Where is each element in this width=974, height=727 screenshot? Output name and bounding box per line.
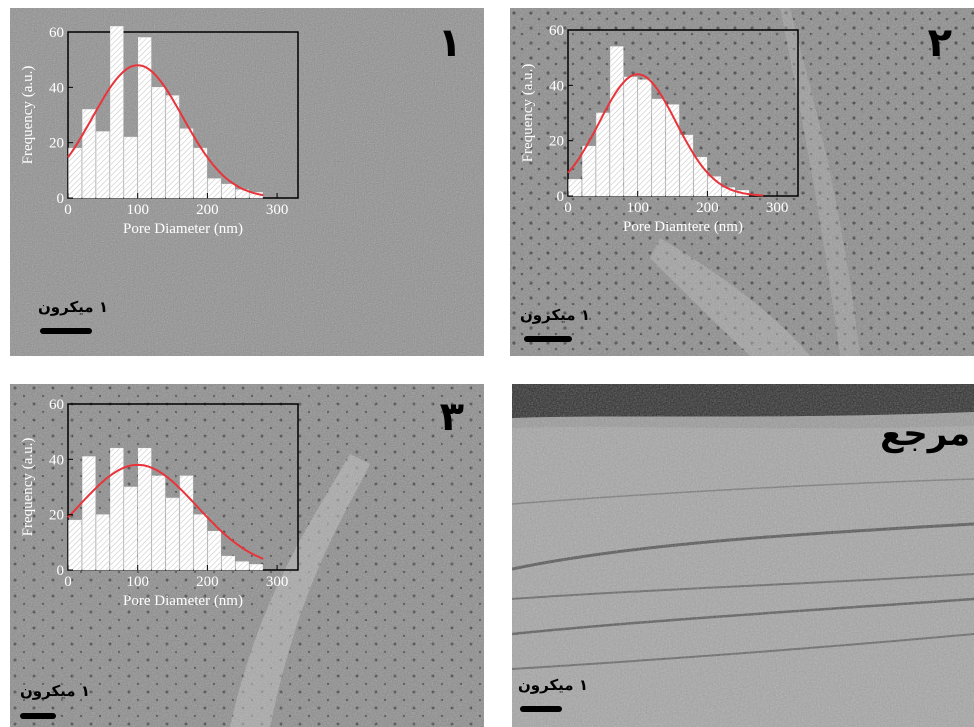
x-axis-label: Pore Diameter (nm) xyxy=(123,221,243,237)
sem-panel-reference: مرجع ۱ میکرون xyxy=(512,384,974,727)
histogram-bar xyxy=(82,109,96,199)
sem-panel-3: 0 20 40 60 0 100 200 300 Pore Diameter (nm) Frequ… xyxy=(10,384,484,727)
histogram-bar xyxy=(110,26,124,199)
sem-texture xyxy=(10,8,484,356)
histogram-bar xyxy=(207,530,222,571)
y-tick-label: 0 xyxy=(57,563,65,579)
x-tick-label: 200 xyxy=(196,202,219,218)
x-tick-label: 200 xyxy=(196,574,219,590)
panel-label-2: ۲ xyxy=(927,20,952,66)
histogram-bar xyxy=(193,147,208,199)
histogram-bar xyxy=(137,37,152,199)
histogram-bar xyxy=(96,131,110,199)
sem-panel-1: 0 20 40 60 0 100 200 300 Pore Diameter (nm) Frequ… xyxy=(10,8,484,356)
y-tick-label: 40 xyxy=(49,452,64,468)
x-tick-label: 300 xyxy=(766,200,789,216)
y-tick-label: 40 xyxy=(49,80,64,96)
histogram-bar xyxy=(193,514,208,571)
sem-panel-2: 0 20 40 60 0 100 200 300 Pore Diamtere (nm) Frequ… xyxy=(510,8,974,356)
histogram-bar xyxy=(165,497,180,571)
scale-bar-label-3: ۱ میکرون xyxy=(20,682,90,700)
fit-curve xyxy=(67,463,264,560)
y-tick-label: 40 xyxy=(549,78,564,94)
histogram-bar xyxy=(151,475,166,571)
fit-curve xyxy=(67,64,264,197)
histogram-bar xyxy=(568,179,582,197)
histogram-bar xyxy=(68,519,82,571)
histogram-bar xyxy=(665,104,680,197)
histogram-inset-3: 0 20 40 60 0 100 200 300 Pore Diameter (nm) Frequ… xyxy=(20,397,299,609)
scale-bar-label-2: ۱ میکرون xyxy=(520,306,590,324)
x-tick-label: 0 xyxy=(564,200,572,216)
histogram-bar xyxy=(137,447,152,571)
x-axis-label: Pore Diameter (nm) xyxy=(123,593,243,609)
histogram-bar xyxy=(221,555,235,571)
y-tick-label: 20 xyxy=(549,134,564,150)
histogram-bar xyxy=(82,456,96,571)
y-axis-label: Frequency (a.u.) xyxy=(520,64,536,163)
panel-label-3: ۳ xyxy=(439,394,464,440)
x-axis-label: Pore Diamtere (nm) xyxy=(623,219,743,235)
sem-texture xyxy=(512,384,974,727)
x-tick-label: 100 xyxy=(126,574,149,590)
scale-bar-3 xyxy=(20,713,56,719)
x-tick-label: 0 xyxy=(64,202,72,218)
histogram-bar xyxy=(610,46,624,197)
x-tick-label: 200 xyxy=(696,200,719,216)
histogram-bar xyxy=(679,134,694,197)
histogram-bar xyxy=(124,136,138,199)
x-tick-label: 100 xyxy=(126,202,149,218)
histogram-bar xyxy=(596,112,610,197)
histogram-bar xyxy=(96,514,110,571)
y-tick-label: 20 xyxy=(49,136,64,152)
histogram-bar xyxy=(207,178,222,199)
scale-bar-label-4: ۱ میکرون xyxy=(518,676,588,694)
x-tick-label: 0 xyxy=(64,574,72,590)
histogram-bar xyxy=(110,447,124,571)
scale-bar-2 xyxy=(524,336,572,342)
y-tick-label: 0 xyxy=(557,189,565,205)
scale-bar-label-1: ۱ میکرون xyxy=(38,298,108,316)
y-axis-label: Frequency (a.u.) xyxy=(20,438,36,537)
panel-label-1: ۱ xyxy=(437,20,462,66)
y-tick-label: 60 xyxy=(549,23,564,39)
histogram-bar xyxy=(151,87,166,199)
histogram-inset-1: 0 20 40 60 0 100 200 300 Pore Diameter (nm) Frequ… xyxy=(20,25,299,237)
fit-curve xyxy=(567,73,764,197)
y-tick-label: 60 xyxy=(49,397,64,413)
x-tick-label: 300 xyxy=(266,574,289,590)
scale-bar-1 xyxy=(40,328,92,334)
y-tick-label: 0 xyxy=(57,191,65,207)
scale-bar-4 xyxy=(520,706,562,712)
histogram-bar xyxy=(221,183,235,199)
x-tick-label: 300 xyxy=(266,202,289,218)
x-tick-label: 100 xyxy=(626,200,649,216)
panel-label-reference: مرجع xyxy=(880,414,970,454)
y-tick-label: 20 xyxy=(49,508,64,524)
histogram-bar xyxy=(637,79,652,197)
histogram-bar xyxy=(165,95,180,199)
y-axis-label: Frequency (a.u.) xyxy=(20,66,36,165)
histogram-inset-2: 0 20 40 60 0 100 200 300 Pore Diamtere (nm) Frequ… xyxy=(520,23,799,235)
histogram-bar xyxy=(124,486,138,571)
histogram-bar xyxy=(179,128,194,199)
histogram-bar xyxy=(651,98,666,197)
histogram-bar xyxy=(582,145,596,197)
histogram-bar xyxy=(235,561,249,571)
histogram-bar xyxy=(249,564,263,571)
histogram-bar xyxy=(68,147,82,199)
y-tick-label: 60 xyxy=(49,25,64,41)
histogram-bar xyxy=(624,76,638,197)
